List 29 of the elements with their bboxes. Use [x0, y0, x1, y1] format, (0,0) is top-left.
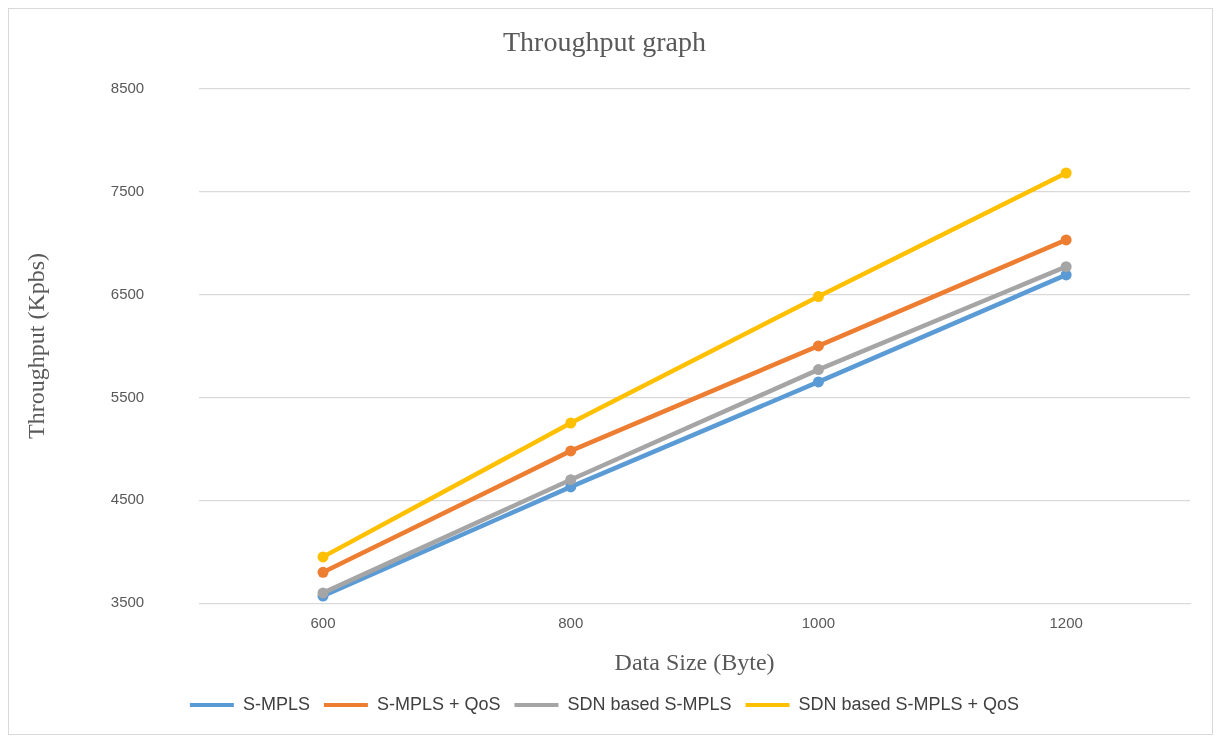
y-tick-label: 3500 [110, 593, 145, 611]
point [565, 445, 577, 457]
point [565, 474, 577, 486]
point [1060, 234, 1072, 246]
x-axis-title: Data Size (Byte) [614, 648, 775, 675]
y-tick-label: 5500 [110, 387, 145, 405]
x-tick-label: 1000 [801, 614, 836, 632]
chart-title: Throughput graph [503, 26, 706, 58]
y-tick-label: 7500 [110, 181, 145, 199]
y-tick-label: 4500 [110, 490, 145, 508]
legend-label: SDN based S-MPLS [567, 693, 732, 714]
y-axis-title: Throughput (Kpbs) [22, 252, 49, 439]
point [812, 364, 824, 376]
x-tick-label: 1200 [1049, 614, 1083, 632]
legend-label: S-MPLS [242, 693, 310, 714]
legend-label: SDN based S-MPLS + QoS [798, 693, 1020, 714]
point [1060, 261, 1072, 273]
y-tick-label: 8500 [110, 78, 145, 96]
point [812, 340, 824, 352]
point [812, 376, 824, 388]
legend-label: S-MPLS + QoS [376, 693, 501, 714]
point [317, 551, 329, 563]
point [812, 291, 824, 302]
point [565, 417, 577, 429]
x-tick-label: 600 [310, 614, 336, 632]
x-tick-label: 800 [558, 614, 584, 632]
point [317, 566, 329, 578]
y-tick-label: 6500 [110, 284, 145, 302]
point [1060, 167, 1072, 179]
